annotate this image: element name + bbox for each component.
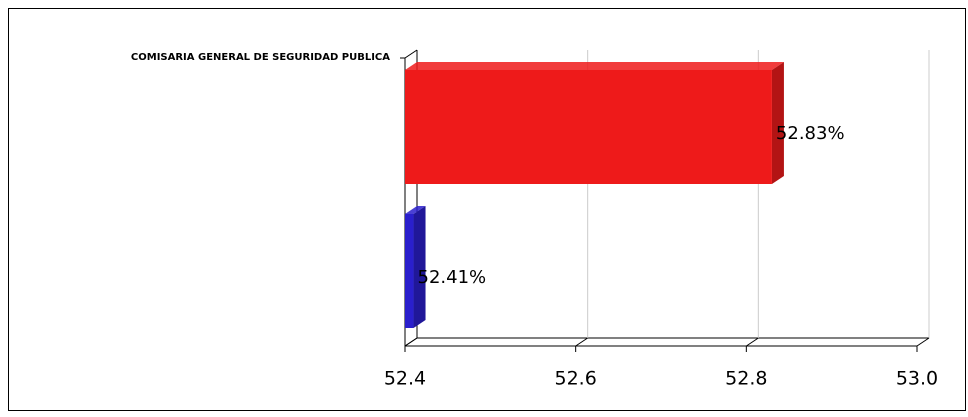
bar-top [405,206,426,214]
x-tick-label: 52.4 [384,368,426,390]
bar-top [405,62,784,70]
data-label: 52.83% [776,123,845,144]
bar [405,214,414,328]
x-tick-label: 52.8 [725,368,767,390]
y-tick-label: COMISARIA GENERAL DE SEGURIDAD PUBLICA [131,52,390,63]
top-edge [404,49,418,59]
data-label: 52.41% [418,267,487,288]
floor-line [916,337,930,347]
bar [405,70,772,184]
bar-side [771,62,784,184]
bar-side [413,206,426,328]
x-tick-label: 52.6 [555,368,597,390]
floor-line [575,337,588,347]
floor-line [746,337,759,347]
x-tick-label: 53.0 [896,368,938,390]
floor-line [404,337,418,347]
